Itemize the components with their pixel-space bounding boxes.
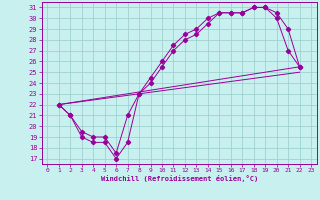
X-axis label: Windchill (Refroidissement éolien,°C): Windchill (Refroidissement éolien,°C) [100, 175, 258, 182]
